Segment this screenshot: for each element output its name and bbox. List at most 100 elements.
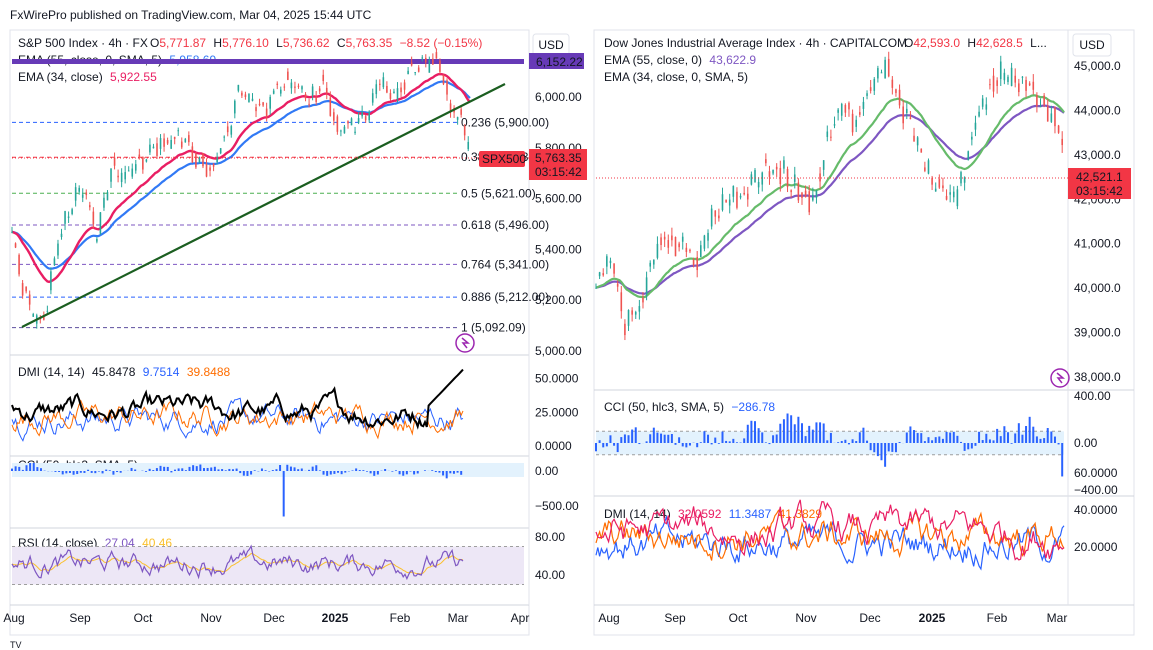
right-time-axis-label: Mar	[1047, 611, 1068, 625]
left-replay-icon[interactable]	[455, 333, 475, 353]
left-ohlc-l-label: L	[276, 36, 283, 50]
left-time-axis-label: Nov	[200, 611, 221, 625]
spx-candle-body	[74, 187, 77, 201]
dji-candle-body	[938, 179, 941, 188]
spx-candle-body	[393, 91, 395, 94]
dji-candle-body	[801, 192, 803, 198]
spx-candle-body	[50, 271, 52, 291]
purple-level-line	[12, 59, 524, 64]
left-price-axis-label: 5,400.00	[535, 242, 582, 256]
dji-candle-body	[1032, 81, 1035, 90]
dji-candle-body	[866, 93, 868, 96]
dji-candle-body	[916, 137, 919, 146]
right-price-axis-label: 44,000.0	[1074, 103, 1121, 117]
dji-candle-body	[772, 169, 774, 174]
dji-candle-body	[989, 84, 991, 86]
spx-dmi-minus-line	[11, 399, 464, 440]
dji-candle-body	[808, 191, 811, 213]
spx-candle-body	[269, 96, 271, 109]
dji-candle-body	[1057, 125, 1060, 133]
dji-candle-body	[971, 136, 973, 140]
spx-candle-body	[340, 130, 342, 132]
published-header: FxWirePro published on TradingView.com, …	[10, 8, 372, 22]
right-chart-frame	[593, 29, 1135, 636]
dji-candle-body	[873, 78, 876, 91]
spx-candle-body	[120, 172, 123, 182]
dji-candle-body	[642, 297, 644, 303]
left-cci-axis-label: 0.00	[535, 464, 559, 478]
spx-candle-body	[424, 57, 427, 63]
dji-candle-body	[992, 75, 995, 92]
dji-candle-body	[653, 259, 655, 265]
dji-candle-body	[616, 283, 619, 287]
right-price-axis-label: 39,000.0	[1074, 326, 1121, 340]
right-cci-value: −286.78	[731, 400, 775, 414]
fib-level-label-0.764: 0.764 (5,341.00)	[461, 257, 549, 271]
right-replay-icon[interactable]	[1050, 368, 1070, 388]
spx-candle-body	[11, 231, 13, 233]
dji-candle-body	[877, 68, 879, 79]
dji-candle-body	[822, 160, 825, 170]
dji-candle-body	[786, 169, 789, 188]
spx-price-tag	[529, 149, 587, 180]
spx-candle-body	[361, 111, 363, 117]
dji-candle-body	[649, 262, 652, 267]
left-dmi-label: DMI (14, 14)	[18, 365, 85, 379]
dji-candle-body	[934, 188, 937, 192]
spx-candle-body	[191, 146, 194, 163]
dji-candle-body	[736, 191, 738, 208]
spx-candle-body	[258, 103, 261, 106]
dji-candle-body	[707, 232, 709, 241]
right-time-axis-label: 2025	[919, 611, 946, 625]
dji-candle-body	[902, 106, 904, 124]
spx-candle-body	[297, 85, 300, 87]
spx-candle-body	[177, 130, 180, 132]
dji-candle-body	[840, 103, 843, 116]
dji-candle-body	[924, 167, 926, 171]
purple-level-tag	[529, 53, 584, 69]
dji-candle-body	[931, 178, 933, 185]
dji-candle-body	[1043, 95, 1045, 106]
spx-candle-body	[396, 88, 399, 100]
dji-candle-body	[743, 192, 745, 195]
spx-candle-body	[244, 94, 247, 98]
left-ohlc-change: −8.52 (−0.15%)	[400, 36, 483, 50]
dji-candle-body	[830, 136, 832, 138]
dji-candle-body	[927, 160, 930, 174]
spx-candle-body	[209, 167, 211, 171]
spx-ema55-line	[11, 80, 471, 270]
spx-candle-body	[46, 310, 49, 312]
spx-candle-body	[113, 157, 116, 166]
spx-candle-body	[53, 258, 56, 266]
dji-candle-body	[1010, 67, 1013, 86]
dji-candle-body	[981, 98, 984, 107]
spx-candle-body	[449, 103, 452, 113]
dji-candle-body	[996, 80, 998, 86]
dji-candle-body	[685, 247, 688, 252]
left-time-axis-label: Oct	[134, 611, 153, 625]
right-ema34-legend: EMA (34, close, 0, SMA, 5)	[604, 70, 748, 84]
spx-trendline	[21, 83, 506, 328]
dji-candle-body	[681, 236, 684, 242]
left-cci-axis-label: −500.00	[535, 499, 579, 513]
spx-candle-body	[202, 153, 204, 167]
dji-candle-body	[775, 166, 778, 170]
spx-candle-body	[219, 148, 222, 154]
dji-candle-body	[812, 194, 814, 201]
left-rsi-axis-label: 40.00	[535, 568, 565, 582]
tradingview-logo: TV	[10, 640, 22, 650]
dji-candle-body	[671, 235, 673, 241]
dji-candle-body	[689, 249, 691, 252]
spx-candle-body	[14, 243, 17, 248]
spx-candle-body	[357, 118, 360, 123]
dji-candle-body	[844, 105, 847, 113]
dji-candle-body	[728, 199, 731, 206]
right-ema55-value: 43,622.9	[709, 53, 756, 67]
right-currency-button[interactable]	[1072, 33, 1112, 57]
spx-candle-body	[290, 82, 293, 89]
left-ema34-label: EMA (34, close)	[18, 70, 103, 84]
spx-candle-body	[184, 138, 187, 143]
spx-candle-body	[131, 168, 134, 177]
left-dmi-axis-label: 0.0000	[535, 439, 572, 453]
